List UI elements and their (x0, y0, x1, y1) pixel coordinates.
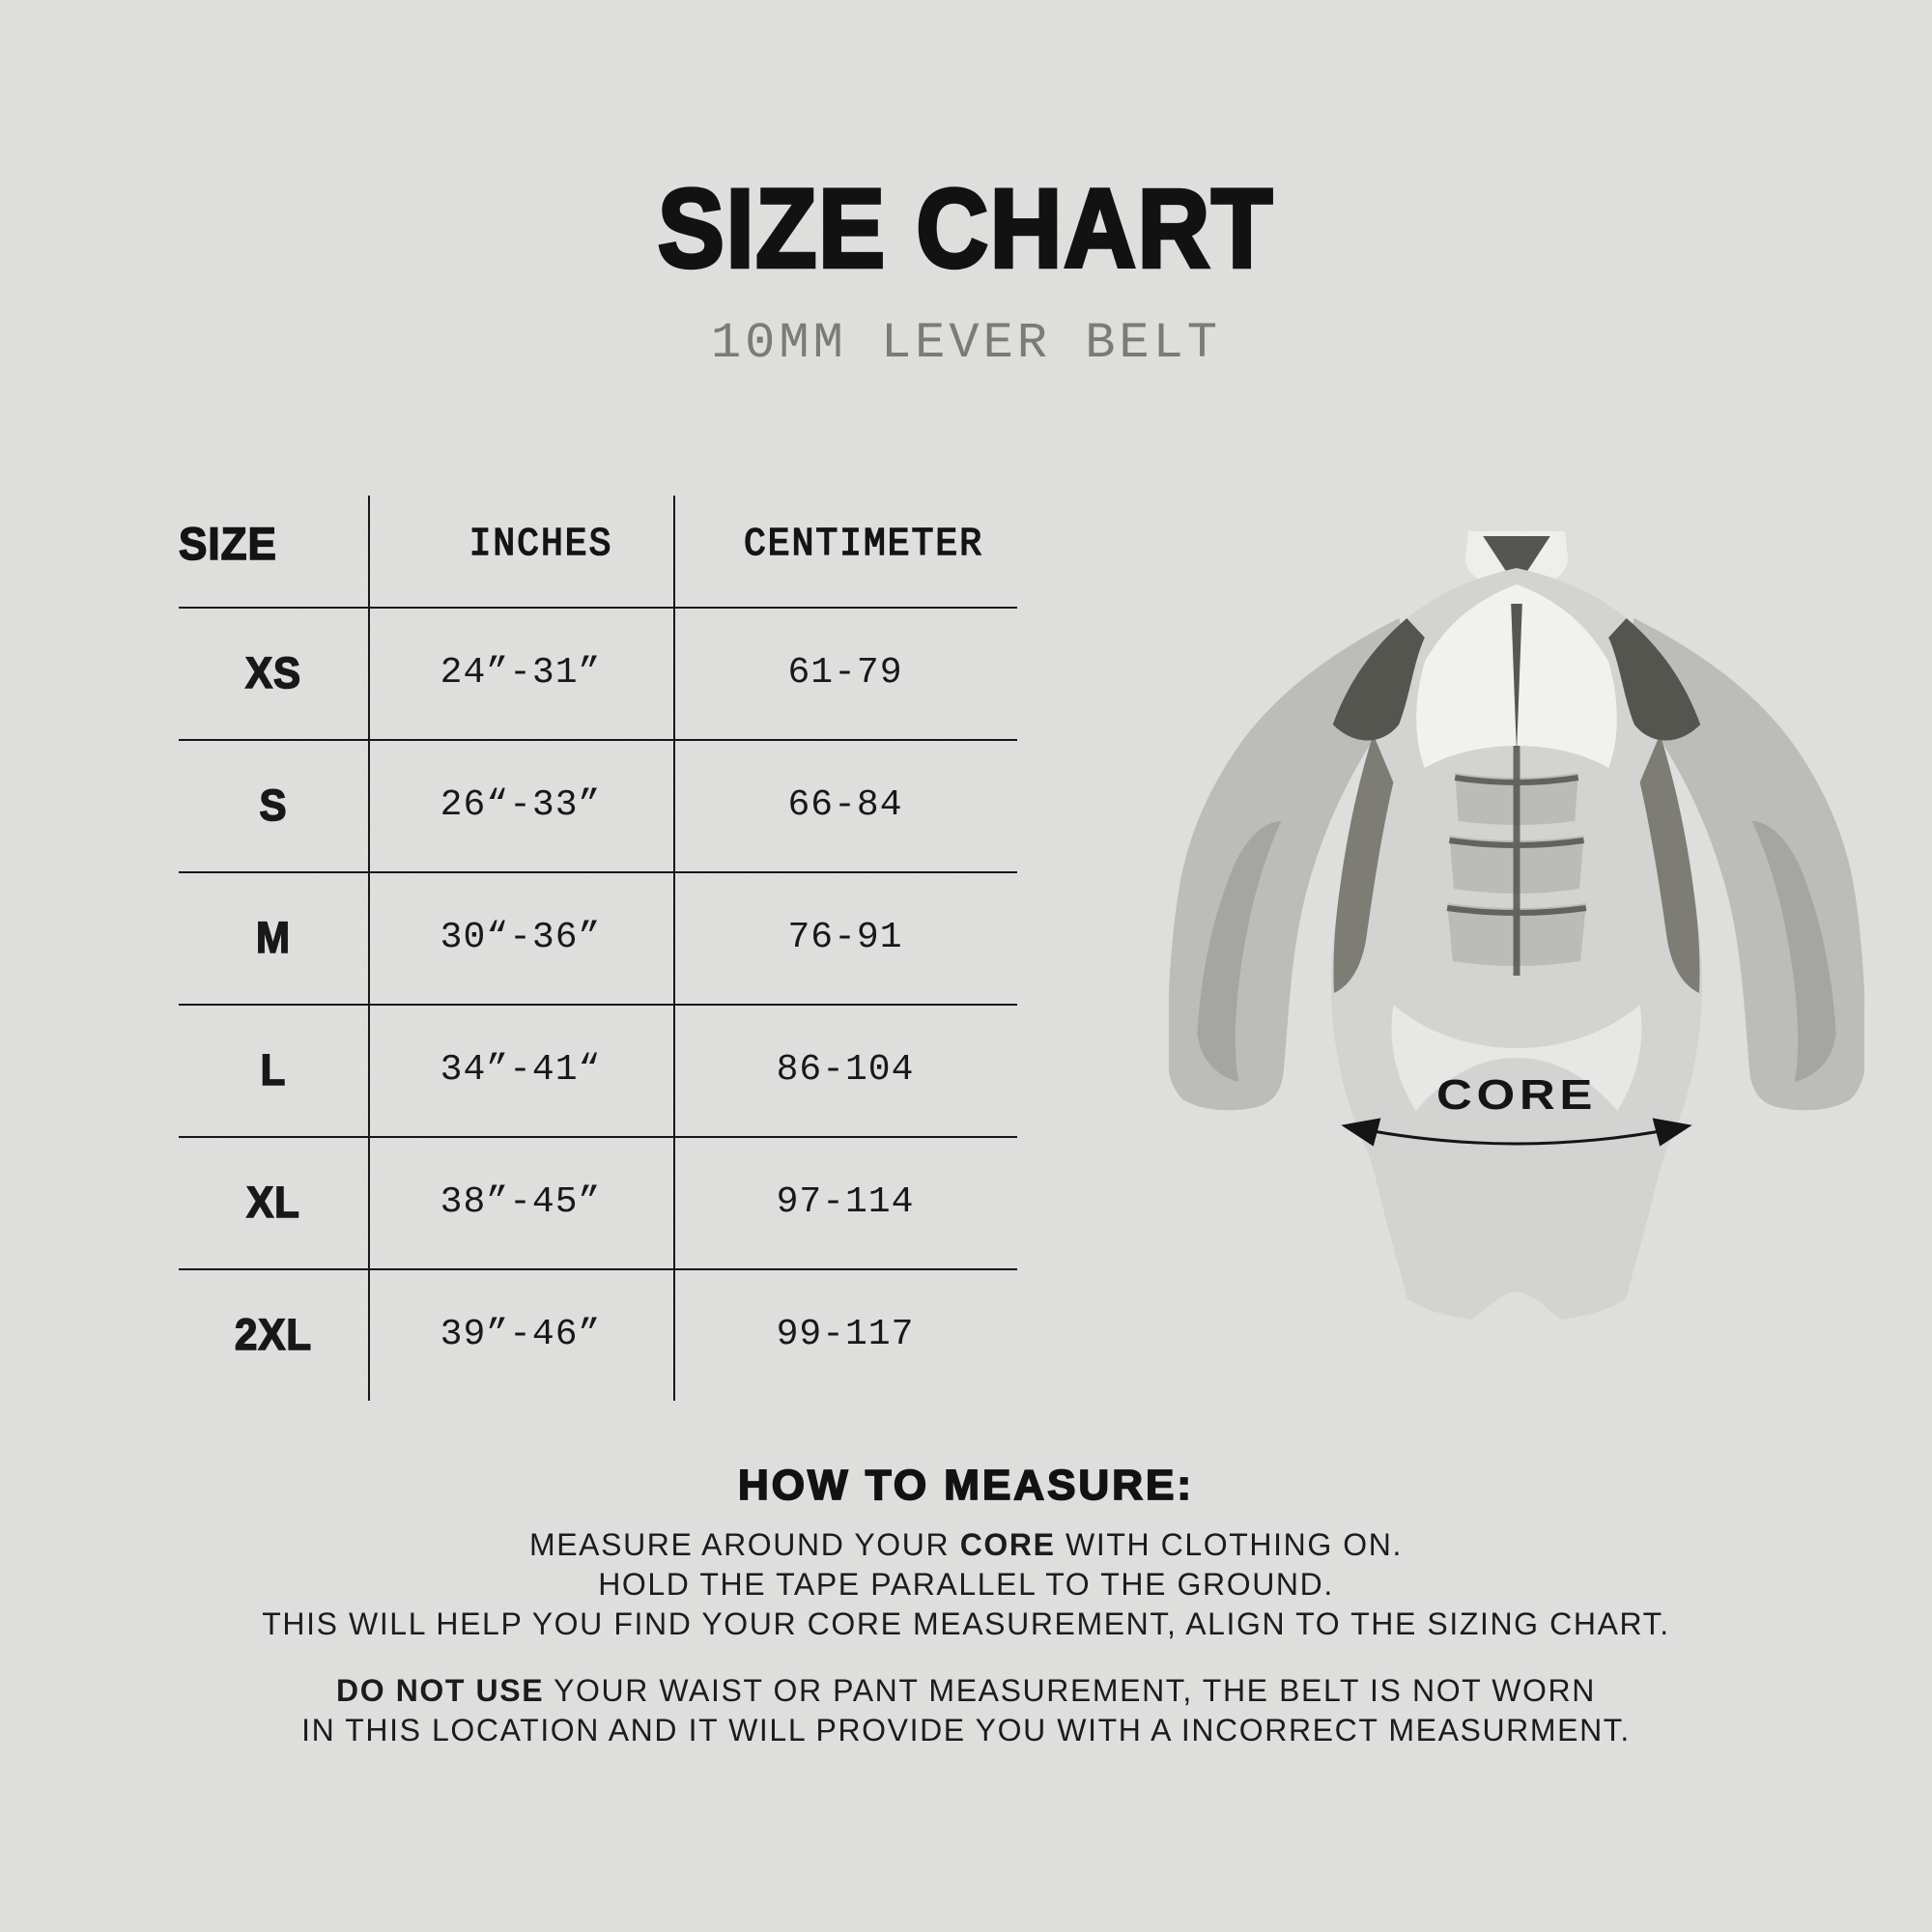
svg-text:CORE: CORE (1436, 1071, 1597, 1119)
